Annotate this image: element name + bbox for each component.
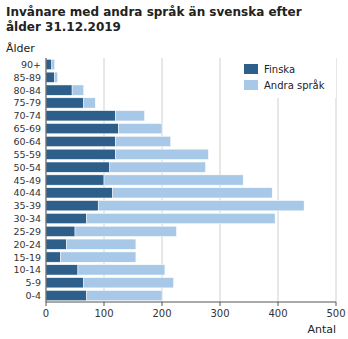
bar-segment bbox=[113, 188, 273, 198]
bar-segment bbox=[46, 175, 104, 185]
x-tick-label: 500 bbox=[326, 308, 345, 319]
x-tick bbox=[220, 302, 221, 306]
bar-segment bbox=[46, 201, 98, 211]
x-axis-line bbox=[46, 302, 336, 303]
y-tick-label: 80-84 bbox=[13, 85, 41, 96]
bar-segment bbox=[116, 111, 145, 121]
x-tick-label: 0 bbox=[43, 308, 49, 319]
y-tick-label: 5-9 bbox=[25, 277, 41, 288]
bar-segment bbox=[46, 85, 72, 95]
bar-segment bbox=[116, 136, 171, 146]
y-tick-label: 75-79 bbox=[13, 97, 41, 108]
y-tick-label: 25-29 bbox=[13, 226, 41, 237]
y-tick-label: 60-64 bbox=[13, 136, 41, 147]
bar-segment bbox=[87, 213, 276, 223]
bar-segment bbox=[61, 252, 136, 262]
bar-segment bbox=[46, 290, 87, 300]
legend-box bbox=[236, 58, 336, 98]
bar-segment bbox=[46, 213, 87, 223]
y-tick-label: 40-44 bbox=[13, 187, 41, 198]
y-tick-label: 85-89 bbox=[13, 72, 41, 83]
bar-segment bbox=[46, 239, 66, 249]
bar-segment bbox=[84, 98, 96, 108]
y-tick-label: 65-69 bbox=[13, 123, 41, 134]
bar-segment bbox=[46, 188, 113, 198]
y-tick-label: 70-74 bbox=[13, 110, 41, 121]
bar-segment bbox=[104, 175, 243, 185]
legend-label: Andra språk bbox=[264, 79, 325, 91]
bar-segment bbox=[116, 149, 209, 159]
bar-segment bbox=[55, 72, 58, 82]
y-axis-label: Ålder bbox=[6, 42, 35, 55]
title: Invånare med andra språk än svenska efte… bbox=[6, 5, 302, 34]
legend: Finska Andra språk bbox=[236, 58, 336, 98]
bar-segment bbox=[46, 98, 84, 108]
x-tick bbox=[46, 302, 47, 306]
y-tick-label: 55-59 bbox=[13, 149, 41, 160]
bar-segment bbox=[75, 226, 177, 236]
x-tick bbox=[104, 302, 105, 306]
y-tick-label: 50-54 bbox=[13, 162, 41, 173]
bar-segment bbox=[98, 201, 304, 211]
bar-segment bbox=[46, 136, 116, 146]
x-tick-label: 200 bbox=[152, 308, 171, 319]
x-tick bbox=[162, 302, 163, 306]
y-tick-label: 90+ bbox=[21, 59, 41, 70]
legend-swatch bbox=[244, 64, 258, 74]
legend-label: Finska bbox=[264, 64, 295, 75]
x-tick bbox=[278, 302, 279, 306]
bar-segment bbox=[46, 265, 78, 275]
y-tick-label: 35-39 bbox=[13, 200, 41, 211]
bar-segment bbox=[46, 59, 52, 69]
bar-segment bbox=[52, 59, 55, 69]
x-axis-label: Antal bbox=[307, 323, 336, 336]
grid-line bbox=[46, 58, 47, 302]
bar-segment bbox=[119, 123, 163, 133]
y-tick-label: 0-4 bbox=[25, 290, 41, 301]
x-tick-label: 300 bbox=[210, 308, 229, 319]
y-tick-label: 10-14 bbox=[13, 264, 41, 275]
y-tick-label: 15-19 bbox=[13, 252, 41, 263]
bar-segment bbox=[46, 252, 61, 262]
bar-segment bbox=[46, 226, 75, 236]
bar-segment bbox=[84, 278, 174, 288]
y-tick-label: 20-24 bbox=[13, 239, 41, 250]
y-tick-label: 45-49 bbox=[13, 175, 41, 186]
legend-swatch bbox=[244, 80, 258, 90]
bar-segment bbox=[46, 278, 84, 288]
bar-segment bbox=[110, 162, 206, 172]
x-tick-label: 400 bbox=[268, 308, 287, 319]
bar-segment bbox=[78, 265, 165, 275]
bar-segment bbox=[46, 149, 116, 159]
bar-segment bbox=[87, 290, 162, 300]
grid bbox=[46, 58, 336, 302]
bar-segment bbox=[66, 239, 136, 249]
bar-segment bbox=[46, 123, 119, 133]
bar-segment bbox=[46, 111, 116, 121]
title-line: ålder 31.12.2019 bbox=[6, 20, 121, 34]
chart: Invånare med andra språk än svenska efte… bbox=[0, 0, 348, 339]
x-tick-label: 100 bbox=[94, 308, 113, 319]
bar-segment bbox=[72, 85, 84, 95]
y-tick-label: 30-34 bbox=[13, 213, 41, 224]
x-tick bbox=[336, 302, 337, 306]
title-line: Invånare med andra språk än svenska efte… bbox=[6, 5, 302, 19]
bar-segment bbox=[46, 72, 55, 82]
bar-segment bbox=[46, 162, 110, 172]
y-axis-line bbox=[46, 58, 47, 302]
